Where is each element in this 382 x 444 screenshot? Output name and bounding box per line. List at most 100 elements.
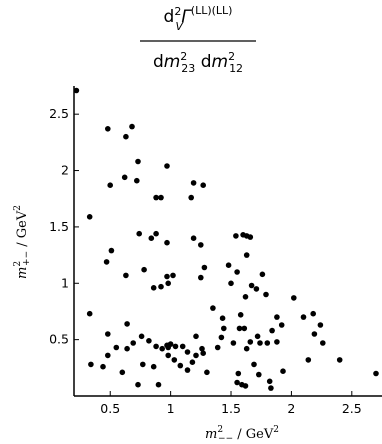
- scatter-point: [259, 271, 266, 278]
- scatter-point: [119, 369, 126, 376]
- scatter-point: [219, 315, 226, 322]
- x-tick-label: 0.5: [100, 401, 120, 416]
- scatter-point: [243, 345, 250, 352]
- scatter-point: [193, 352, 199, 359]
- scatter-point: [158, 194, 164, 201]
- scatter-point: [107, 182, 113, 188]
- scatter-point: [124, 345, 130, 352]
- scatter-point: [243, 252, 250, 258]
- scatter-point: [198, 274, 204, 281]
- scatter-point: [336, 357, 343, 363]
- scatter-point: [130, 340, 136, 346]
- scatter-point: [234, 379, 240, 386]
- scatter-point: [305, 357, 312, 363]
- scatter-point: [153, 194, 159, 201]
- scatter-point: [141, 266, 147, 273]
- scatter-point: [199, 345, 205, 352]
- scatter-point: [172, 343, 179, 350]
- scatter-point: [225, 262, 232, 269]
- scatter-point: [190, 235, 197, 241]
- scatter-point: [253, 286, 260, 292]
- scatter-point: [177, 362, 184, 369]
- scatter-point: [241, 325, 248, 332]
- scatter-point: [150, 363, 157, 370]
- chart-title: d2Γ(LL)(LL) V dm2 23 dm2 12: [140, 4, 256, 75]
- scatter-point: [148, 235, 155, 241]
- scatter-point: [165, 352, 171, 359]
- scatter-point: [103, 259, 110, 265]
- scatter-point: [251, 361, 257, 368]
- scatter-point: [86, 214, 93, 220]
- scatter-point: [234, 269, 240, 275]
- scatter-point: [274, 314, 280, 320]
- scatter-point: [73, 87, 80, 94]
- scatter-point: [88, 361, 94, 368]
- scatter-point: [190, 180, 197, 186]
- scatter-point: [146, 338, 152, 344]
- scatter-point: [280, 368, 286, 375]
- scatter-point: [200, 182, 206, 188]
- scatter-point: [254, 333, 261, 340]
- scatter-point: [179, 343, 186, 350]
- scatter-point: [184, 349, 191, 355]
- scatter-point: [266, 378, 273, 385]
- scatter-point: [167, 341, 174, 347]
- y-tick-label: 1.5: [49, 219, 69, 234]
- scatter-point: [159, 345, 165, 352]
- scatter-point: [255, 371, 262, 378]
- scatter-point: [233, 233, 239, 239]
- scatter-point: [218, 334, 225, 341]
- scatter-point: [248, 282, 255, 289]
- scatter-point: [184, 367, 191, 373]
- x-ticks: 0.5 1 1.5 2 2.5: [100, 391, 362, 416]
- scatter-point: [310, 310, 317, 317]
- scatter-point: [311, 331, 318, 337]
- scatter-point: [164, 239, 170, 246]
- scatter-point: [158, 283, 164, 290]
- scatter-point: [135, 381, 141, 388]
- scatter-point: [230, 340, 237, 346]
- x-tick-label: 2: [287, 401, 295, 416]
- scatter-point: [247, 234, 254, 240]
- scatter-point: [170, 272, 176, 279]
- scatter-point: [100, 363, 106, 370]
- x-tick-label: 2.5: [342, 401, 362, 416]
- scatter-point: [201, 264, 208, 271]
- scatter-point: [263, 291, 269, 298]
- y-tick-label: 2: [61, 163, 69, 178]
- scatter-point: [269, 327, 275, 334]
- scatter-point: [171, 357, 178, 363]
- scatter-point: [264, 340, 271, 346]
- scatter-point: [236, 325, 243, 332]
- scatter-point: [165, 280, 171, 287]
- scatter-point: [189, 359, 196, 366]
- scatter-point: [237, 312, 244, 318]
- y-tick-label: 2.5: [49, 106, 69, 121]
- scatter-point: [188, 194, 194, 201]
- scatter-point: [129, 123, 135, 130]
- scatter-point: [373, 370, 379, 377]
- scatter-point: [150, 285, 157, 291]
- scatter-point: [235, 370, 242, 377]
- scatter-point: [268, 385, 274, 391]
- scatter-point: [124, 321, 130, 327]
- scatter-point: [105, 331, 111, 337]
- scatter-point: [210, 305, 216, 311]
- scatter-point: [257, 340, 263, 346]
- scatter-point: [200, 350, 206, 357]
- x-tick-label: 1: [167, 401, 175, 416]
- scatter-point: [164, 273, 170, 280]
- scatter-point: [198, 242, 204, 248]
- scatter-point: [113, 344, 120, 351]
- scatter-point: [136, 230, 142, 237]
- y-tick-label: 1: [61, 275, 69, 290]
- y-axis-label: m2+− / GeV2: [13, 205, 32, 279]
- scatter-point: [134, 177, 140, 184]
- scatter-point: [247, 339, 254, 345]
- x-tick-label: 1.5: [221, 401, 241, 416]
- y-tick-label: 0.5: [49, 332, 69, 347]
- scatter-point: [138, 333, 145, 340]
- scatter-point: [278, 322, 285, 328]
- y-ticks: 0.5 1 1.5 2 2.5: [49, 106, 79, 347]
